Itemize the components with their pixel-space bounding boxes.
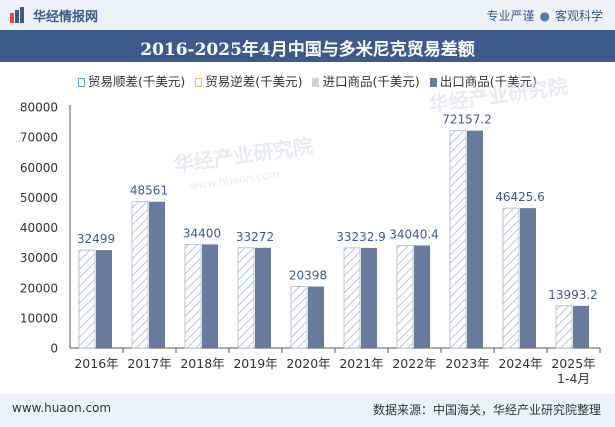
bar-chart: 华经产业研究院www.huaon.com华经产业研究院0100002000030… <box>20 74 601 386</box>
footer-website: www.huaon.com <box>12 401 112 415</box>
legend-item-export: 出口商品(千美元) <box>429 71 537 90</box>
tagline-right: 客观科学 <box>554 9 603 23</box>
data-label: 72157.2 <box>442 113 492 127</box>
bar-export <box>255 247 271 348</box>
bar-export <box>414 245 430 348</box>
legend-swatch-deficit <box>195 78 203 87</box>
x-tick-label: 2020年 <box>286 356 330 371</box>
huajing-logo-icon <box>10 7 24 23</box>
footer-bar <box>0 394 615 427</box>
bar-surplus <box>78 249 96 349</box>
site-name: 华经情报网 <box>33 10 99 25</box>
bar-surplus <box>184 243 202 349</box>
x-tick-label: 2018年 <box>180 356 224 371</box>
tagline: 专业严谨 ● 客观科学 <box>486 7 603 24</box>
data-label: 34400 <box>183 226 221 240</box>
legend-swatch-import <box>312 78 320 87</box>
bar-export <box>361 247 377 348</box>
tagline-left: 专业严谨 <box>486 9 535 23</box>
y-tick-label: 80000 <box>20 101 58 115</box>
legend-item-import: 进口商品(千美元) <box>312 71 420 90</box>
watermark-text: 华经产业研究院 <box>427 74 569 117</box>
x-tick-label: 2021年 <box>339 356 383 371</box>
dot-separator-icon: ● <box>539 9 550 23</box>
bar-surplus <box>131 201 149 349</box>
y-tick-label: 10000 <box>20 311 58 325</box>
bar-surplus <box>555 305 573 349</box>
x-tick-label: 2022年 <box>392 356 436 371</box>
data-label: 33232.9 <box>336 230 386 244</box>
chart-title: 2016-2025年4月中国与多米尼克贸易差额 <box>140 40 475 60</box>
bar-surplus <box>449 130 467 349</box>
legend-swatch-export <box>429 78 437 87</box>
title-bar <box>0 30 615 62</box>
bar-surplus <box>343 247 361 349</box>
y-tick-label: 50000 <box>20 191 58 205</box>
bar-export <box>573 305 589 348</box>
chart-legend: 贸易顺差(千美元) 贸易逆差(千美元) 进口商品(千美元) 出口商品(千美元) <box>0 71 615 90</box>
legend-item-surplus: 贸易顺差(千美元) <box>77 71 186 90</box>
bar-surplus <box>237 247 255 349</box>
bar-export <box>149 201 165 348</box>
bar-export <box>308 286 324 348</box>
y-tick-label: 0 <box>50 342 58 356</box>
y-tick-label: 30000 <box>20 251 58 265</box>
legend-swatch-surplus <box>77 78 85 87</box>
x-tick-label: 2025年 <box>551 356 595 371</box>
data-label: 46425.6 <box>495 190 545 204</box>
x-tick-label: 2019年 <box>233 356 277 371</box>
data-label: 32499 <box>77 232 115 246</box>
bar-export <box>467 130 483 348</box>
x-tick-label: 2024年 <box>498 356 542 371</box>
footer-source: 数据来源：中国海关，华经产业研究院整理 <box>372 403 601 417</box>
legend-label-surplus: 贸易顺差(千美元) <box>87 74 186 89</box>
data-label: 34040.4 <box>389 227 439 241</box>
data-label: 20398 <box>289 269 327 283</box>
legend-label-deficit: 贸易逆差(千美元) <box>205 74 303 89</box>
data-label: 33272 <box>236 230 274 244</box>
bar-export <box>202 244 218 348</box>
y-tick-label: 70000 <box>20 131 58 145</box>
watermark-text: 华经产业研究院 <box>172 134 314 177</box>
legend-item-deficit: 贸易逆差(千美元) <box>195 71 303 90</box>
bar-surplus <box>396 245 414 349</box>
legend-label-export: 出口商品(千美元) <box>439 74 537 89</box>
y-tick-label: 40000 <box>20 221 58 235</box>
bar-export <box>520 208 536 348</box>
legend-label-import: 进口商品(千美元) <box>322 74 420 89</box>
y-tick-label: 60000 <box>20 161 58 175</box>
data-label: 48561 <box>130 184 168 198</box>
x-tick-label: 2017年 <box>127 356 171 371</box>
bar-export <box>96 250 112 348</box>
bar-surplus <box>290 286 308 349</box>
data-label: 13993.2 <box>548 288 598 302</box>
y-tick-label: 20000 <box>20 281 58 295</box>
bar-surplus <box>502 207 520 349</box>
x-tick-label: 1-4月 <box>557 371 590 386</box>
x-tick-label: 2023年 <box>445 356 489 371</box>
x-tick-label: 2016年 <box>74 356 118 371</box>
top-banner <box>0 0 615 30</box>
